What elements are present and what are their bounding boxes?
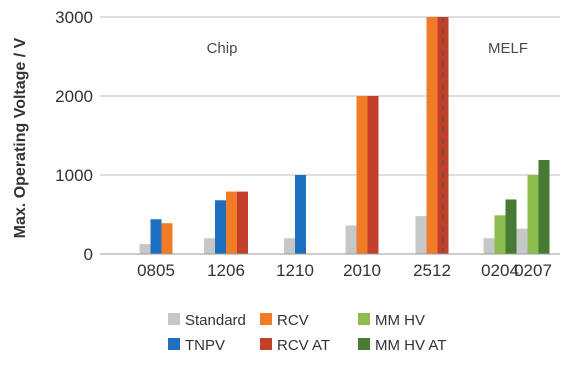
y-tick-label-3000: 3000	[55, 8, 93, 27]
x-tick-label-1206: 1206	[207, 261, 245, 280]
bars	[139, 17, 550, 254]
x-tick-label-0204: 0204	[481, 261, 519, 280]
bar-0805-standard	[139, 244, 151, 254]
bar-2010-rcv	[356, 96, 368, 254]
legend-swatch-standard	[168, 313, 180, 325]
legend-label-rcv-at: RCV AT	[277, 337, 330, 354]
legend-swatch-mm-hv-at	[358, 338, 370, 350]
bar-0207-mm-hv	[527, 175, 539, 254]
legend-swatch-rcv-at	[260, 338, 272, 350]
legend-label-mm-hv-at: MM HV AT	[375, 337, 446, 354]
group-label-melf: MELF	[488, 40, 528, 57]
legend-label-mm-hv: MM HV	[375, 312, 425, 329]
bar-0207-standard	[516, 228, 528, 254]
axes: 0 1000 2000 3000 Max. Operating Voltage / V C…	[12, 8, 560, 280]
bar-1206-tnpv	[215, 200, 226, 254]
bar-0805-rcv	[161, 223, 173, 254]
bar-0207-mm-hv-at	[538, 159, 550, 254]
legend-label-rcv: RCV	[277, 312, 309, 329]
bar-1210-tnpv	[295, 175, 306, 254]
bar-1206-standard	[204, 238, 215, 254]
y-tick-label-2000: 2000	[55, 87, 93, 106]
x-tick-label-2512: 2512	[413, 261, 451, 280]
bar-1210-standard	[284, 238, 295, 254]
bar-2512-rcv	[426, 17, 438, 254]
bar-2512-rcv-at	[437, 17, 449, 254]
bar-0204-mm-hv-at	[505, 199, 517, 254]
bar-1206-rcv	[226, 191, 237, 254]
y-tick-label-1000: 1000	[55, 166, 93, 185]
legend-label-tnpv: TNPV	[185, 337, 225, 354]
x-tick-label-0207: 0207	[514, 261, 552, 280]
bar-2010-rcv-at	[367, 96, 379, 254]
x-tick-label-2010: 2010	[343, 261, 381, 280]
bar-2512-standard	[415, 216, 427, 254]
bar-0204-mm-hv	[494, 215, 506, 254]
legend-swatch-mm-hv	[358, 313, 370, 325]
bar-2010-standard	[345, 225, 357, 254]
legend-swatch-tnpv	[168, 338, 180, 350]
legend-label-standard: Standard	[185, 312, 246, 329]
y-axis-label: Max. Operating Voltage / V	[12, 37, 29, 238]
y-tick-label-0: 0	[84, 245, 93, 264]
legend: Standard RCV MM HV TNPV RCV AT MM HV AT	[168, 312, 446, 354]
group-label-chip: Chip	[207, 40, 238, 57]
legend-swatch-rcv	[260, 313, 272, 325]
x-tick-label-1210: 1210	[276, 261, 314, 280]
bar-0805-tnpv	[150, 219, 162, 254]
x-tick-label-0805: 0805	[137, 261, 175, 280]
bar-0204-standard	[483, 238, 495, 254]
bar-1206-rcv-at	[237, 191, 248, 254]
